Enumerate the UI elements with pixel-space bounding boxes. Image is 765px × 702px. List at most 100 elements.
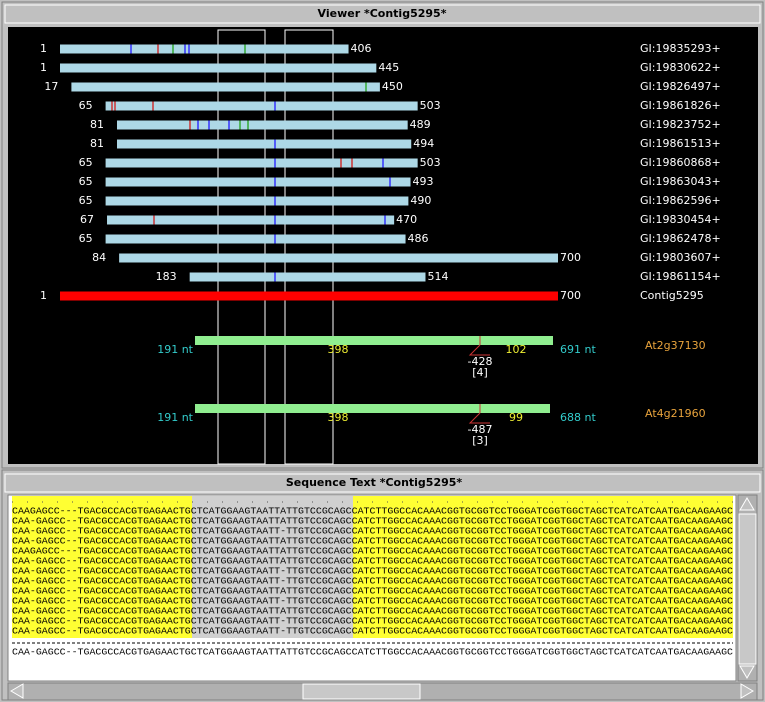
read-bar [105, 196, 409, 206]
read-start: 183 [156, 270, 177, 283]
read-label: GI:19863043+ [640, 175, 721, 188]
consensus: CAA-GAGCC--TGACGCCACGTGAGAACTGCTCATGGAAG… [12, 647, 733, 658]
gene-bar [195, 404, 550, 413]
viewer-canvas [8, 27, 758, 464]
sequence-row: CAA-GAGCC--TGACGCCACGTGAGAACTGCTCATGGAAG… [12, 536, 733, 547]
read-label: GI:19860868+ [640, 156, 721, 169]
read-label: GI:19861154+ [640, 270, 721, 283]
gene-length: 688 nt [560, 411, 596, 424]
gene-right: 99 [509, 411, 523, 424]
read-label: GI:19830622+ [640, 61, 721, 74]
read-end: 445 [378, 61, 399, 74]
sequence-row: CAA-GAGCC--TGACGCCACGTGAGAACTGCTCATGGAAG… [12, 526, 733, 537]
sequence-row: CAA-GAGCC--TGACGCCACGTGAGAACTGCTCATGGAAG… [12, 596, 733, 607]
read-start: 65 [79, 99, 93, 112]
read-bar [116, 139, 412, 149]
read-start: 81 [90, 118, 104, 131]
read-label: GI:19862478+ [640, 232, 721, 245]
gene-right: 102 [506, 343, 527, 356]
gene-name: At4g21960 [645, 407, 706, 420]
contig-label: Contig5295 [640, 289, 704, 302]
gene-offset: -487 [468, 423, 493, 436]
selection-box [284, 29, 334, 465]
read-bar [116, 120, 408, 130]
sequence-row: CAA-GAGCC--TGACGCCACGTGAGAACTGCTCATGGAAG… [12, 576, 733, 587]
read-end: 406 [351, 42, 372, 55]
scroll-right[interactable] [740, 683, 754, 699]
scroll-thumb[interactable] [302, 683, 421, 700]
read-end: 503 [420, 99, 441, 112]
sequence-row: CAA-GAGCC--TGACGCCACGTGAGAACTGCTCATGGAAG… [12, 566, 733, 577]
read-label: GI:19830454+ [640, 213, 721, 226]
marker-triangle [468, 412, 490, 424]
contig-start: 1 [40, 289, 47, 302]
sequence-row: CAA-GAGCC--TGACGCCACGTGAGAACTGCTCATGGAAG… [12, 586, 733, 597]
scroll-down[interactable] [739, 665, 755, 679]
sequence-row: CAA-GAGCC--TGACGCCACGTGAGAACTGCTCATGGAAG… [12, 606, 733, 617]
sequence-row: CAAGAGCC---TGACGCCACGTGAGAACTGCTCATGGAAG… [12, 506, 733, 517]
contig-bar [60, 291, 558, 301]
gene-name: At2g37130 [645, 339, 706, 352]
read-end: 700 [560, 251, 581, 264]
read-start: 1 [40, 61, 47, 74]
marker-triangle [468, 344, 490, 356]
sequence-titlebar [4, 473, 761, 493]
sequence-row: CAA-GAGCC--TGACGCCACGTGAGAACTGCTCATGGAAG… [12, 616, 733, 627]
read-bar [71, 82, 380, 92]
viewer-titlebar [4, 4, 761, 24]
sequence-row: CAA-GAGCC--TGACGCCACGTGAGAACTGCTCATGGAAG… [12, 556, 733, 567]
read-end: 514 [427, 270, 448, 283]
read-bar [105, 177, 411, 187]
highlight [353, 496, 733, 638]
read-start: 1 [40, 42, 47, 55]
read-end: 486 [408, 232, 429, 245]
gene-length: 691 nt [560, 343, 596, 356]
read-start: 65 [79, 175, 93, 188]
contig-end: 700 [560, 289, 581, 302]
viewer-title: Viewer *Contig5295* [318, 7, 447, 20]
read-start: 65 [79, 232, 93, 245]
read-start: 81 [90, 137, 104, 150]
read-bar [189, 272, 426, 282]
read-end: 503 [420, 156, 441, 169]
gene-bar [195, 336, 553, 345]
read-start: 65 [79, 194, 93, 207]
gene-count: [3] [472, 434, 488, 447]
gene-mid: 398 [328, 343, 349, 356]
read-label: GI:19823752+ [640, 118, 721, 131]
scroll-left[interactable] [10, 683, 24, 699]
read-end: 494 [413, 137, 434, 150]
highlight [12, 496, 192, 638]
read-bar [105, 158, 418, 168]
sequence-row: CAA-GAGCC--TGACGCCACGTGAGAACTGCTCATGGAAG… [12, 516, 733, 527]
read-end: 450 [382, 80, 403, 93]
sequence-title: Sequence Text *Contig5295* [286, 476, 463, 489]
sequence-row: CAA-GAGCC--TGACGCCACGTGAGAACTGCTCATGGAAG… [12, 626, 733, 637]
gene-offset: -428 [468, 355, 493, 368]
scroll-up[interactable] [739, 497, 755, 511]
read-bar [119, 253, 558, 263]
read-label: GI:19835293+ [640, 42, 721, 55]
read-start: 65 [79, 156, 93, 169]
read-label: GI:19803607+ [640, 251, 721, 264]
selection-box [217, 29, 266, 465]
read-label: GI:19861826+ [640, 99, 721, 112]
read-end: 493 [413, 175, 434, 188]
highlight [192, 496, 353, 638]
read-end: 489 [410, 118, 431, 131]
gene-left: 191 nt [157, 343, 193, 356]
gene-mid: 398 [328, 411, 349, 424]
gene-left: 191 nt [157, 411, 193, 424]
read-bar [105, 234, 406, 244]
read-start: 84 [92, 251, 106, 264]
read-label: GI:19826497+ [640, 80, 721, 93]
read-bar [60, 63, 377, 73]
read-bar [60, 44, 349, 54]
read-bar [105, 101, 418, 111]
read-bar [107, 215, 395, 225]
scroll-thumb[interactable] [738, 513, 757, 665]
read-label: GI:19862596+ [640, 194, 721, 207]
read-start: 67 [80, 213, 94, 226]
read-end: 490 [410, 194, 431, 207]
